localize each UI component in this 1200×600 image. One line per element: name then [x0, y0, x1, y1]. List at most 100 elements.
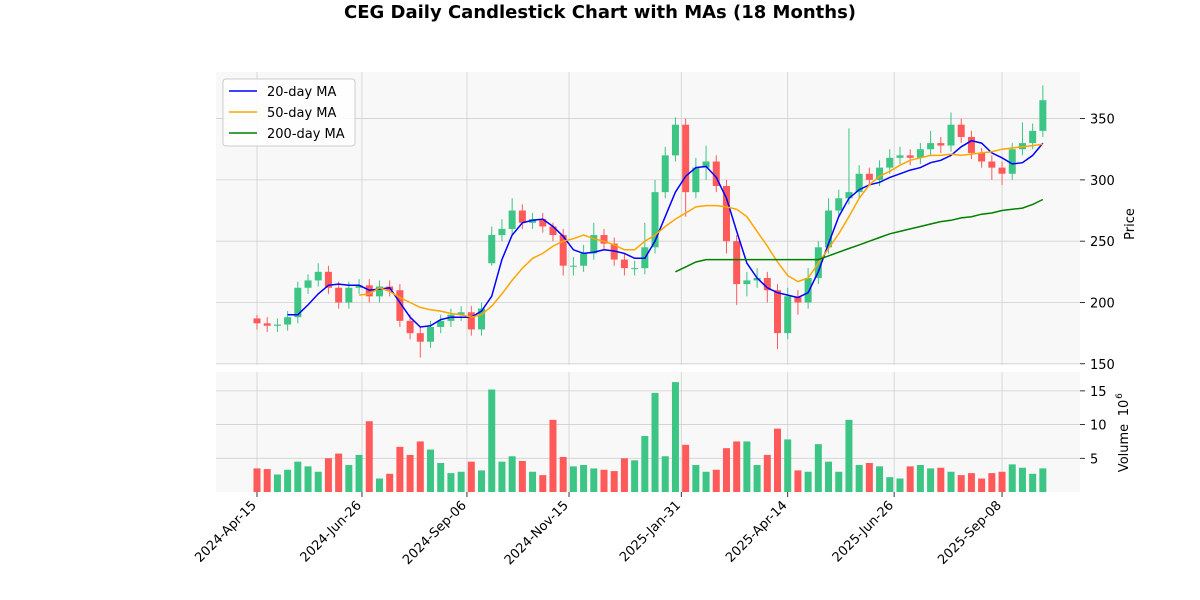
volume-bar [273, 474, 281, 492]
candle-down [957, 124, 965, 137]
volume-bar [355, 454, 363, 492]
volume-bar [794, 470, 802, 492]
volume-tick-label: 15 [1090, 385, 1107, 400]
candle-down [774, 290, 782, 334]
legend-label: 50-day MA [267, 106, 336, 121]
candle-down [518, 210, 526, 223]
volume-bar [253, 468, 261, 492]
volume-bar [702, 471, 710, 492]
candle-up [753, 277, 761, 281]
volume-bar [753, 465, 761, 492]
candle-down [967, 136, 975, 153]
volume-bar [386, 473, 394, 492]
volume-bar [814, 444, 822, 492]
volume-bar [580, 465, 588, 492]
volume-bar [988, 473, 996, 492]
volume-bar [682, 444, 690, 492]
x-tick-label: 2024-Jun-26 [298, 498, 365, 565]
volume-bar [447, 473, 455, 492]
candle-down [396, 290, 404, 321]
volume-bar [671, 382, 679, 492]
candle-up [835, 198, 843, 211]
candle-up [345, 287, 353, 303]
candle-down [324, 271, 332, 288]
candle-up [692, 167, 700, 193]
candle-down [263, 323, 271, 326]
candle-up [375, 286, 383, 297]
x-tick-label: 2025-Jun-26 [830, 498, 897, 565]
candle-up [804, 277, 812, 303]
candle-up [569, 265, 577, 267]
volume-bar [284, 469, 292, 492]
candle-down [467, 312, 475, 330]
candle-up [916, 149, 924, 158]
candle-up [784, 296, 792, 334]
price-tick-label: 300 [1090, 174, 1115, 189]
price-tick-label: 250 [1090, 235, 1115, 250]
ma200-line [675, 198, 1044, 273]
candle-down [416, 333, 424, 342]
volume-bar [631, 460, 639, 492]
candle-up [457, 312, 465, 315]
price-panel-bg [216, 72, 1080, 365]
volume-bar [498, 461, 506, 492]
x-tick-label: 2024-Nov-15 [502, 498, 572, 568]
volume-bar [1008, 464, 1016, 492]
volume-bar [304, 466, 312, 492]
price-axis-label: Price [1123, 208, 1138, 240]
volume-bar [865, 463, 873, 492]
volume-bar [590, 468, 598, 492]
volume-bar [763, 454, 771, 492]
volume-bar [314, 471, 322, 492]
volume-bar [886, 477, 894, 492]
candle-up [508, 210, 516, 229]
candle-up [488, 235, 496, 264]
candle-down [722, 186, 730, 242]
volume-bar [722, 448, 730, 492]
price-tick-label: 200 [1090, 296, 1115, 311]
candle-up [947, 124, 955, 146]
candle-up [651, 192, 659, 248]
volume-bar [559, 456, 567, 492]
volume-bar [488, 389, 496, 492]
candle-down [712, 161, 720, 187]
candle-down [763, 277, 771, 291]
candle-down [978, 152, 986, 162]
candle-up [284, 317, 292, 325]
volume-bar [651, 392, 659, 492]
legend-label: 200-day MA [267, 127, 345, 142]
volume-bar [467, 461, 475, 492]
candle-down [600, 235, 608, 244]
volume-bar [835, 471, 843, 492]
volume-bar [416, 441, 424, 492]
volume-bar [569, 466, 577, 492]
volume-bar [927, 468, 935, 492]
candle-down [253, 318, 261, 324]
volume-exponent-power: 6 [1115, 393, 1125, 399]
volume-bar [1029, 473, 1037, 492]
volume-bar [478, 470, 486, 492]
candle-up [876, 167, 884, 180]
volume-bar [712, 469, 720, 492]
candle-down [620, 259, 628, 269]
x-tick-label: 2025-Sep-08 [935, 498, 1005, 568]
volume-bar [600, 469, 608, 492]
volume-bar [978, 478, 986, 492]
candle-up [304, 280, 312, 288]
candle-down [733, 241, 741, 285]
candle-up [355, 285, 363, 288]
volume-bar [641, 436, 649, 492]
x-tick-label: 2025-Jan-31 [617, 498, 684, 565]
candle-up [1029, 130, 1037, 144]
volume-bar [937, 467, 945, 492]
volume-bar [427, 449, 435, 492]
volume-bar [743, 441, 751, 492]
candle-up [273, 324, 281, 326]
volume-bar [620, 458, 628, 492]
volume-bar [957, 475, 965, 492]
volume-bar [529, 471, 537, 492]
volume-bar [855, 465, 863, 492]
volume-bar [692, 465, 700, 492]
volume-bar [916, 465, 924, 492]
